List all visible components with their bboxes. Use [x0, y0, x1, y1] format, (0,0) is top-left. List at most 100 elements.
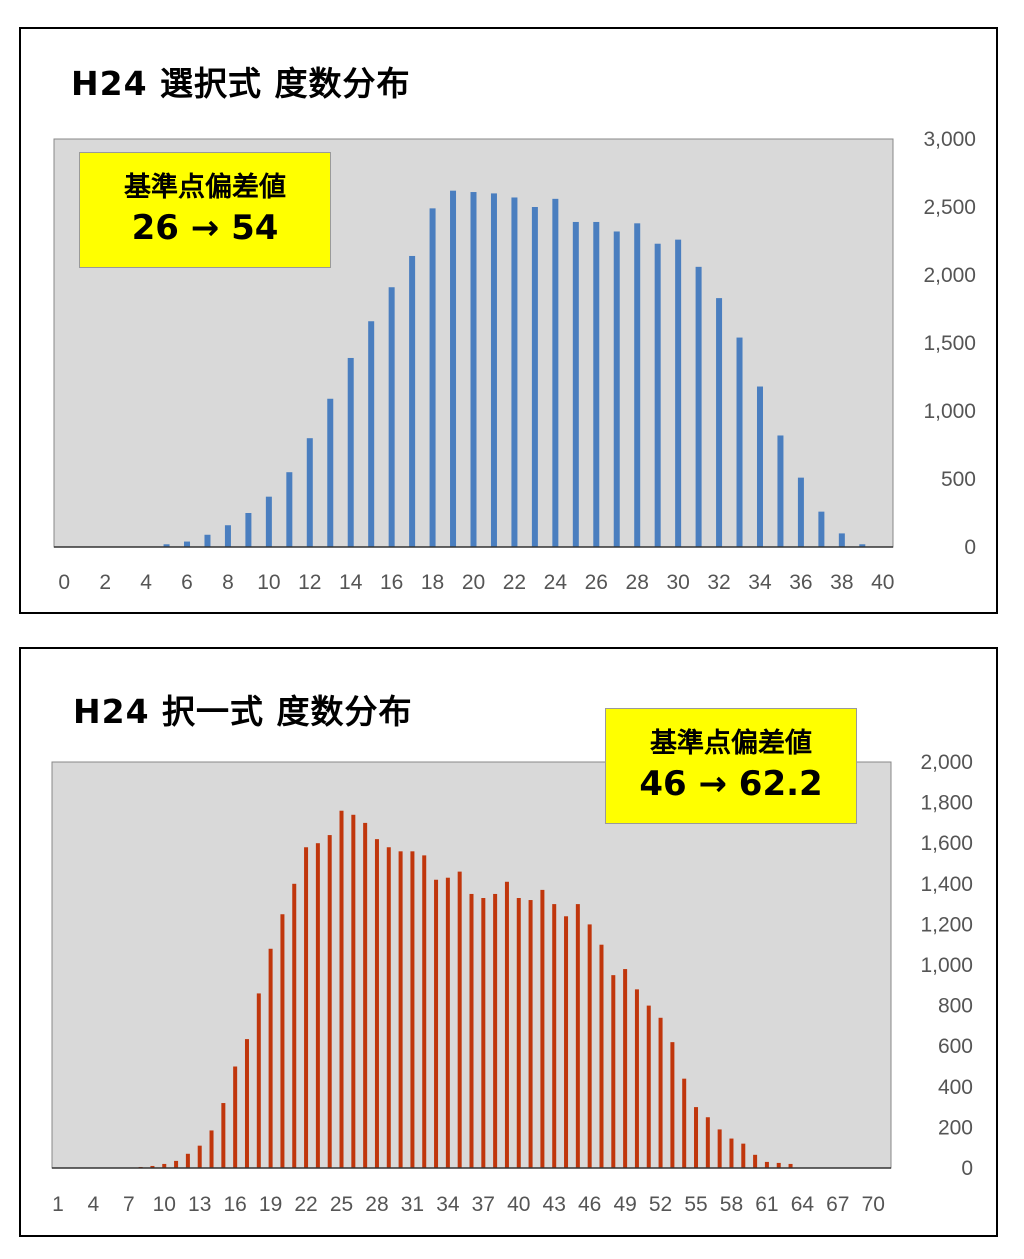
- bar: [575, 904, 580, 1168]
- x-tick-label: 31: [401, 1193, 424, 1216]
- bar: [470, 192, 477, 548]
- bar: [209, 1130, 214, 1168]
- bar: [552, 904, 557, 1168]
- x-tick-label: 52: [649, 1193, 672, 1216]
- bar: [388, 287, 395, 547]
- bar: [587, 924, 592, 1168]
- bar: [256, 993, 261, 1168]
- bar: [552, 198, 559, 547]
- x-tick-label: 28: [626, 571, 649, 594]
- bar: [429, 208, 436, 548]
- x-tick-label: 25: [330, 1193, 353, 1216]
- chart-title: H24 択一式 度数分布: [73, 692, 413, 731]
- bar: [244, 1039, 249, 1168]
- x-tick-label: 14: [339, 571, 363, 594]
- bar: [450, 190, 457, 547]
- bar: [634, 989, 639, 1168]
- bar: [634, 223, 641, 547]
- x-tick-label: 43: [543, 1193, 566, 1216]
- bar: [818, 511, 825, 547]
- x-tick-label: 61: [755, 1193, 778, 1216]
- callout-value: 46 → 62.2: [639, 764, 823, 804]
- bar: [764, 1161, 769, 1168]
- bar: [694, 1107, 699, 1168]
- bar: [445, 877, 450, 1168]
- bar: [682, 1078, 687, 1168]
- y-tick-label: 1,600: [920, 832, 973, 855]
- bar: [705, 1117, 710, 1168]
- bar: [327, 835, 332, 1168]
- bar: [516, 898, 521, 1168]
- bar: [150, 1165, 155, 1168]
- x-tick-label: 10: [257, 571, 280, 594]
- x-tick-label: 46: [578, 1193, 601, 1216]
- bar: [374, 839, 379, 1168]
- bar: [670, 1042, 675, 1168]
- bar: [304, 847, 309, 1168]
- chart-panel-2: H24 択一式 度数分布 0 200 400 600 800 1,000 1,200 1,40…: [19, 647, 998, 1237]
- bar: [327, 398, 334, 547]
- bar: [776, 1162, 781, 1168]
- y-tick-label: 2,500: [923, 196, 976, 219]
- bar: [777, 435, 784, 547]
- x-tick-label: 40: [507, 1193, 530, 1216]
- bar: [410, 851, 415, 1168]
- bar: [788, 1163, 793, 1168]
- bar: [753, 1154, 758, 1168]
- x-tick-label: 64: [791, 1193, 815, 1216]
- callout-label: 基準点偏差値: [650, 728, 812, 759]
- bar: [716, 298, 723, 547]
- x-tick-label: 18: [421, 571, 444, 594]
- bar: [162, 1163, 167, 1168]
- bar: [528, 900, 533, 1168]
- bar: [490, 193, 497, 547]
- y-tick-label: 2,000: [923, 264, 976, 287]
- x-tick-label: 40: [871, 571, 894, 594]
- bar: [398, 851, 403, 1168]
- x-tick-label: 32: [707, 571, 730, 594]
- x-tick-label: 12: [298, 571, 321, 594]
- bar: [623, 969, 628, 1168]
- x-tick-label: 26: [585, 571, 608, 594]
- bar: [457, 871, 462, 1168]
- bar: [654, 243, 661, 547]
- bar: [185, 1153, 190, 1168]
- x-tick-label: 22: [294, 1193, 317, 1216]
- y-tick-label: 500: [941, 468, 976, 491]
- bar: [184, 541, 191, 547]
- x-tick-label: 16: [223, 1193, 246, 1216]
- x-tick-label: 67: [826, 1193, 849, 1216]
- y-tick-label: 1,500: [923, 332, 976, 355]
- reference-score-callout: 基準点偏差値 26 → 54: [79, 152, 331, 268]
- y-tick-label: 0: [964, 536, 976, 559]
- bar: [339, 810, 344, 1168]
- bar: [306, 438, 313, 547]
- x-tick-label: 8: [222, 571, 234, 594]
- bar: [268, 948, 273, 1168]
- bar: [593, 221, 600, 547]
- y-tick-label: 600: [938, 1035, 973, 1058]
- bar: [741, 1143, 746, 1168]
- bar: [658, 1017, 663, 1168]
- x-tick-label: 58: [720, 1193, 743, 1216]
- bar: [347, 357, 354, 547]
- bar: [717, 1129, 722, 1168]
- x-tick-label: 2: [99, 571, 111, 594]
- y-tick-label: 200: [938, 1116, 973, 1139]
- bar: [540, 889, 545, 1168]
- x-tick-label: 10: [153, 1193, 176, 1216]
- x-tick-label: 0: [58, 571, 70, 594]
- bar: [611, 975, 616, 1168]
- x-tick-label: 16: [380, 571, 403, 594]
- bar: [797, 477, 804, 547]
- x-tick-label: 1: [52, 1193, 64, 1216]
- x-tick-label: 55: [684, 1193, 707, 1216]
- bar: [265, 496, 272, 547]
- x-tick-label: 20: [462, 571, 485, 594]
- bar: [163, 544, 170, 547]
- bar: [224, 525, 231, 547]
- reference-score-callout: 基準点偏差値 46 → 62.2: [605, 708, 857, 824]
- y-tick-label: 400: [938, 1076, 973, 1099]
- x-tick-label: 36: [789, 571, 812, 594]
